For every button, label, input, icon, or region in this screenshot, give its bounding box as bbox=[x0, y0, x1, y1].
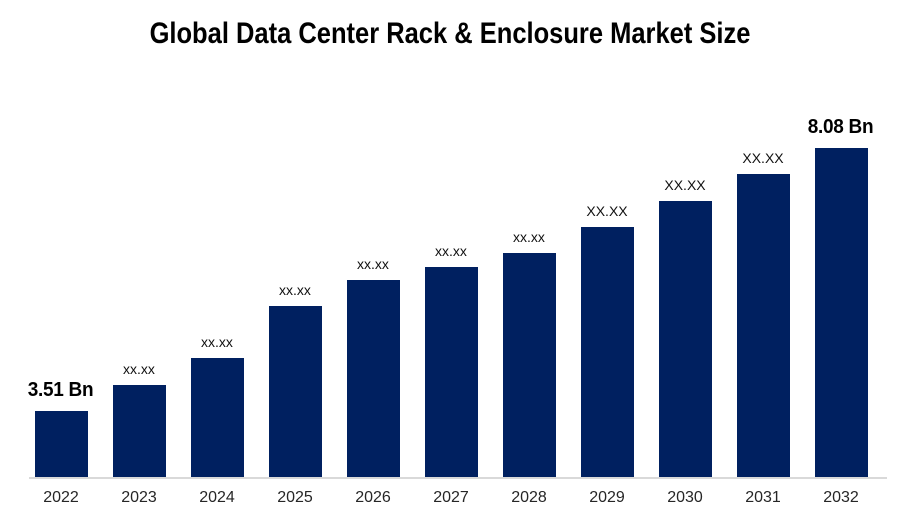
x-axis-tick-label: 2024 bbox=[199, 489, 235, 506]
x-axis-tick-label: 2030 bbox=[667, 489, 703, 506]
bar-value-label: 3.51 Bn bbox=[28, 379, 94, 401]
bar-value-label: xx.xx bbox=[513, 229, 545, 245]
bar bbox=[814, 148, 868, 477]
chart-title: Global Data Center Rack & Enclosure Mark… bbox=[149, 17, 751, 50]
x-axis-tick-label: 2022 bbox=[43, 489, 79, 506]
bar bbox=[268, 306, 322, 477]
x-axis-tick-label: 2028 bbox=[511, 489, 547, 506]
bar bbox=[502, 253, 556, 477]
bar-value-label: XX.XX bbox=[586, 203, 628, 219]
x-axis-line bbox=[29, 477, 887, 479]
bar-value-label: xx.xx bbox=[435, 243, 467, 259]
bar bbox=[112, 385, 166, 477]
x-axis-tick-label: 2032 bbox=[823, 489, 859, 506]
bar bbox=[658, 201, 712, 477]
x-axis-tick-label: 2026 bbox=[355, 489, 391, 506]
x-axis-tick-label: 2029 bbox=[589, 489, 625, 506]
bar-value-label: xx.xx bbox=[123, 361, 155, 377]
bar-value-label: xx.xx bbox=[201, 334, 233, 350]
bar-column-2031: XX.XX bbox=[724, 0, 802, 477]
bar bbox=[580, 227, 634, 477]
bar-value-label: XX.XX bbox=[742, 150, 784, 166]
bar-value-label: 8.08 Bn bbox=[808, 116, 874, 138]
bar bbox=[424, 267, 478, 477]
x-axis-tick-label: 2025 bbox=[277, 489, 313, 506]
x-axis-tick-label: 2023 bbox=[121, 489, 157, 506]
bar-column-2026: xx.xx bbox=[334, 0, 412, 477]
bar-value-label: XX.XX bbox=[664, 177, 706, 193]
bar bbox=[190, 358, 244, 477]
x-axis-tick-label: 2027 bbox=[433, 489, 469, 506]
bar-column-2022: 3.51 Bn bbox=[22, 0, 100, 477]
bar-column-2029: XX.XX bbox=[568, 0, 646, 477]
bar-value-label: xx.xx bbox=[279, 282, 311, 298]
bar bbox=[736, 174, 790, 477]
plot-area: 3.51 Bn xx.xx xx.xx xx.xx xx.xx xx.xx xx.xx XX.… bbox=[22, 0, 880, 477]
x-axis-tick-label: 2031 bbox=[745, 489, 781, 506]
bar-column-2023: xx.xx bbox=[100, 0, 178, 477]
bar-column-2024: xx.xx bbox=[178, 0, 256, 477]
bar-column-2028: xx.xx bbox=[490, 0, 568, 477]
bar bbox=[34, 411, 88, 477]
bar-value-label: xx.xx bbox=[357, 256, 389, 272]
bar-column-2027: xx.xx bbox=[412, 0, 490, 477]
bar-column-2025: xx.xx bbox=[256, 0, 334, 477]
bar bbox=[346, 280, 400, 477]
bar-column-2032: 8.08 Bn bbox=[802, 0, 880, 477]
bar-column-2030: XX.XX bbox=[646, 0, 724, 477]
x-axis-labels: 2022 2023 2024 2025 2026 2027 2028 2029 2030 2031… bbox=[22, 489, 880, 507]
